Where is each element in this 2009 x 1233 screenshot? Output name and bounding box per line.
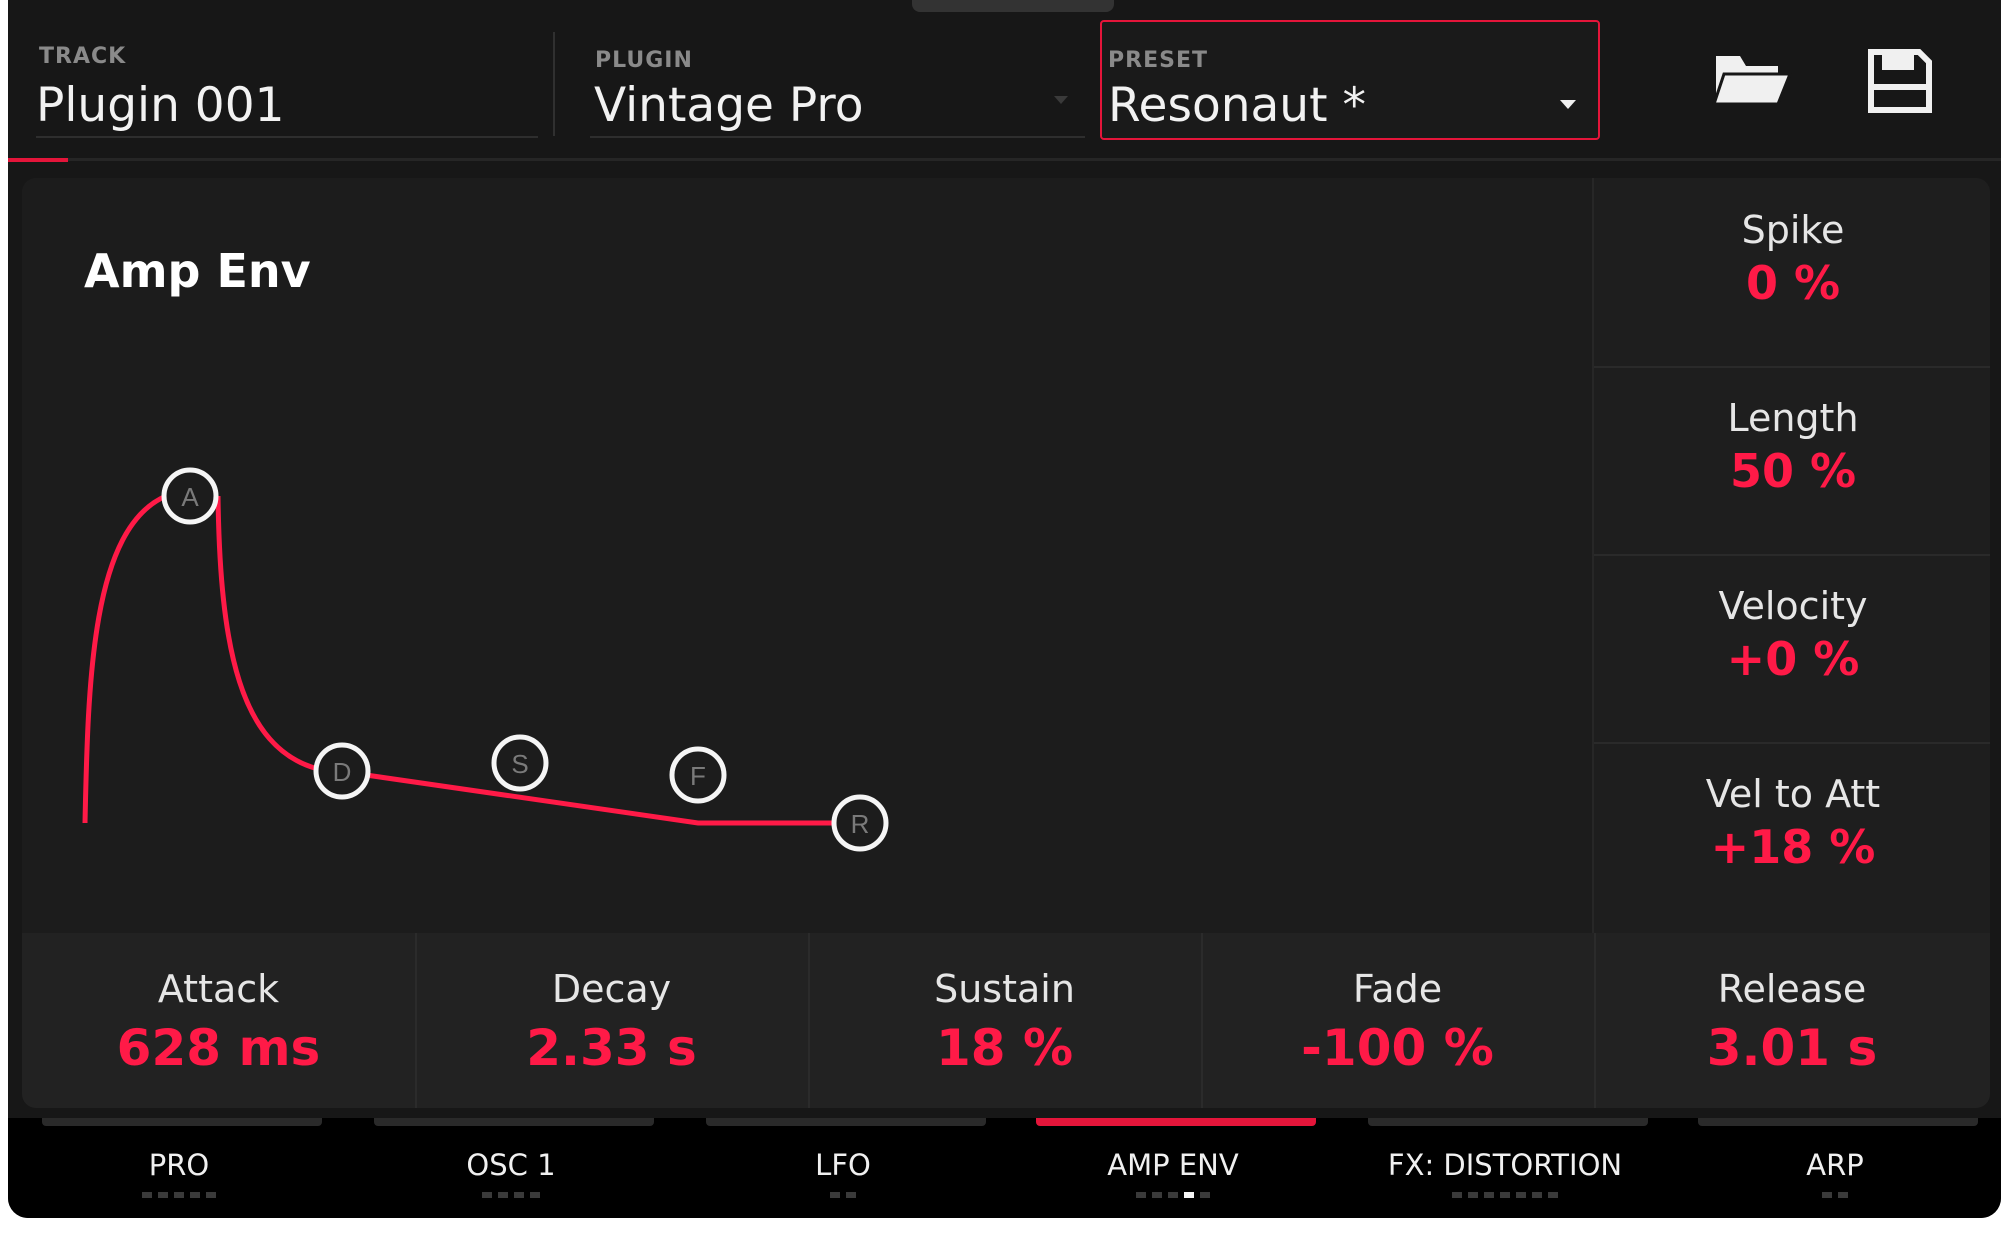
top-pull-handle[interactable] bbox=[912, 0, 1114, 12]
preset-label: PRESET bbox=[1108, 48, 1208, 73]
tab-indicator bbox=[1368, 1118, 1648, 1126]
tab-indicator bbox=[42, 1118, 322, 1126]
param-value: 0 % bbox=[1745, 256, 1841, 310]
page-dots bbox=[1008, 1192, 1338, 1198]
node-fade[interactable]: F bbox=[669, 746, 727, 804]
tab-arp[interactable]: ARP bbox=[1670, 1118, 2000, 1218]
envelope-graph[interactable]: Amp Env A D S F bbox=[22, 178, 1592, 933]
node-sustain[interactable]: S bbox=[491, 734, 549, 792]
param-label: Fade bbox=[1352, 967, 1443, 1011]
node-label: A bbox=[181, 482, 199, 512]
node-decay[interactable]: D bbox=[313, 742, 371, 800]
tab-label: AMP ENV bbox=[1107, 1148, 1239, 1182]
node-label: D bbox=[333, 757, 352, 787]
param-value: 2.33 s bbox=[526, 1019, 697, 1077]
param-label: Release bbox=[1717, 967, 1867, 1011]
param-vel-to-att[interactable]: Vel to Att +18 % bbox=[1594, 742, 1990, 930]
param-label: Spike bbox=[1741, 208, 1845, 252]
page-tab-bar: PRO OSC 1 LFO AMP ENV FX: DISTORTION ARP bbox=[8, 1118, 2001, 1218]
amp-env-panel: Amp Env A D S F bbox=[22, 178, 1990, 1108]
tab-label: OSC 1 bbox=[466, 1148, 556, 1182]
node-attack[interactable]: A bbox=[161, 467, 219, 525]
tab-pro[interactable]: PRO bbox=[14, 1118, 344, 1218]
tab-indicator bbox=[1698, 1118, 1978, 1126]
param-sustain[interactable]: Sustain 18 % bbox=[808, 933, 1203, 1108]
envelope-title: Amp Env bbox=[84, 244, 311, 298]
param-spike[interactable]: Spike 0 % bbox=[1594, 178, 1990, 368]
param-velocity[interactable]: Velocity +0 % bbox=[1594, 554, 1990, 744]
save-icon[interactable] bbox=[1860, 46, 1940, 116]
page-dots bbox=[678, 1192, 1008, 1198]
param-label: Vel to Att bbox=[1705, 772, 1881, 816]
plugin-label: PLUGIN bbox=[595, 48, 693, 73]
node-release[interactable]: R bbox=[831, 794, 889, 852]
plugin-window: TRACK Plugin 001 PLUGIN Vintage Pro PRES… bbox=[8, 0, 2001, 1218]
param-value: -100 % bbox=[1301, 1019, 1494, 1077]
envelope-curve[interactable]: A D S F R bbox=[22, 178, 1592, 933]
tab-label: LFO bbox=[815, 1148, 871, 1182]
tab-lfo[interactable]: LFO bbox=[678, 1118, 1008, 1218]
track-accent-bar bbox=[8, 158, 68, 162]
node-label: R bbox=[851, 809, 870, 839]
tab-fx-distortion[interactable]: FX: DISTORTION bbox=[1340, 1118, 1670, 1218]
tab-indicator-active bbox=[1036, 1118, 1316, 1126]
preset-selector[interactable]: PRESET Resonaut * bbox=[1100, 20, 1600, 140]
tab-osc-1[interactable]: OSC 1 bbox=[346, 1118, 676, 1218]
tab-amp-env[interactable]: AMP ENV bbox=[1008, 1118, 1338, 1218]
param-value: +18 % bbox=[1710, 820, 1876, 874]
page-dots bbox=[1340, 1192, 1670, 1198]
param-length[interactable]: Length 50 % bbox=[1594, 366, 1990, 556]
tab-indicator bbox=[374, 1118, 654, 1126]
param-value: +0 % bbox=[1726, 632, 1860, 686]
param-value: 3.01 s bbox=[1706, 1019, 1878, 1077]
preset-dropdown-icon bbox=[1560, 100, 1576, 109]
param-label: Attack bbox=[157, 967, 280, 1011]
plugin-underline bbox=[590, 136, 1085, 138]
param-value: 50 % bbox=[1729, 444, 1857, 498]
folder-open-icon[interactable] bbox=[1712, 46, 1792, 116]
track-field[interactable]: TRACK Plugin 001 bbox=[8, 0, 538, 160]
param-label: Velocity bbox=[1718, 584, 1868, 628]
param-value: 628 ms bbox=[116, 1019, 321, 1077]
param-release[interactable]: Release 3.01 s bbox=[1594, 933, 1990, 1108]
preset-name: Resonaut * bbox=[1108, 78, 1366, 133]
page-dots bbox=[346, 1192, 676, 1198]
track-name: Plugin 001 bbox=[36, 78, 285, 133]
param-fade[interactable]: Fade -100 % bbox=[1201, 933, 1596, 1108]
param-value: 18 % bbox=[935, 1019, 1074, 1077]
param-label: Sustain bbox=[934, 967, 1075, 1011]
header-divider bbox=[553, 32, 555, 136]
header-bottom-border bbox=[8, 158, 2001, 161]
page-dots bbox=[1670, 1192, 2000, 1198]
page-dots bbox=[14, 1192, 344, 1198]
node-label: S bbox=[511, 749, 528, 779]
plugin-name: Vintage Pro bbox=[594, 78, 864, 133]
track-underline bbox=[36, 136, 538, 138]
node-label: F bbox=[690, 761, 706, 791]
param-attack[interactable]: Attack 628 ms bbox=[22, 933, 417, 1108]
track-label: TRACK bbox=[39, 44, 127, 69]
param-label: Decay bbox=[551, 967, 672, 1011]
param-label: Length bbox=[1727, 396, 1859, 440]
tab-label: FX: DISTORTION bbox=[1387, 1148, 1623, 1182]
plugin-selector[interactable]: PLUGIN Vintage Pro bbox=[568, 0, 1088, 160]
tab-indicator bbox=[706, 1118, 986, 1126]
param-decay[interactable]: Decay 2.33 s bbox=[415, 933, 810, 1108]
tab-label: ARP bbox=[1806, 1148, 1864, 1182]
tab-label: PRO bbox=[148, 1148, 210, 1182]
envelope-time-params: Attack 628 ms Decay 2.33 s Sustain 18 % … bbox=[22, 933, 1990, 1108]
envelope-mod-params: Spike 0 % Length 50 % Velocity +0 % Vel … bbox=[1592, 178, 1990, 933]
plugin-dropdown-icon bbox=[1054, 96, 1068, 104]
